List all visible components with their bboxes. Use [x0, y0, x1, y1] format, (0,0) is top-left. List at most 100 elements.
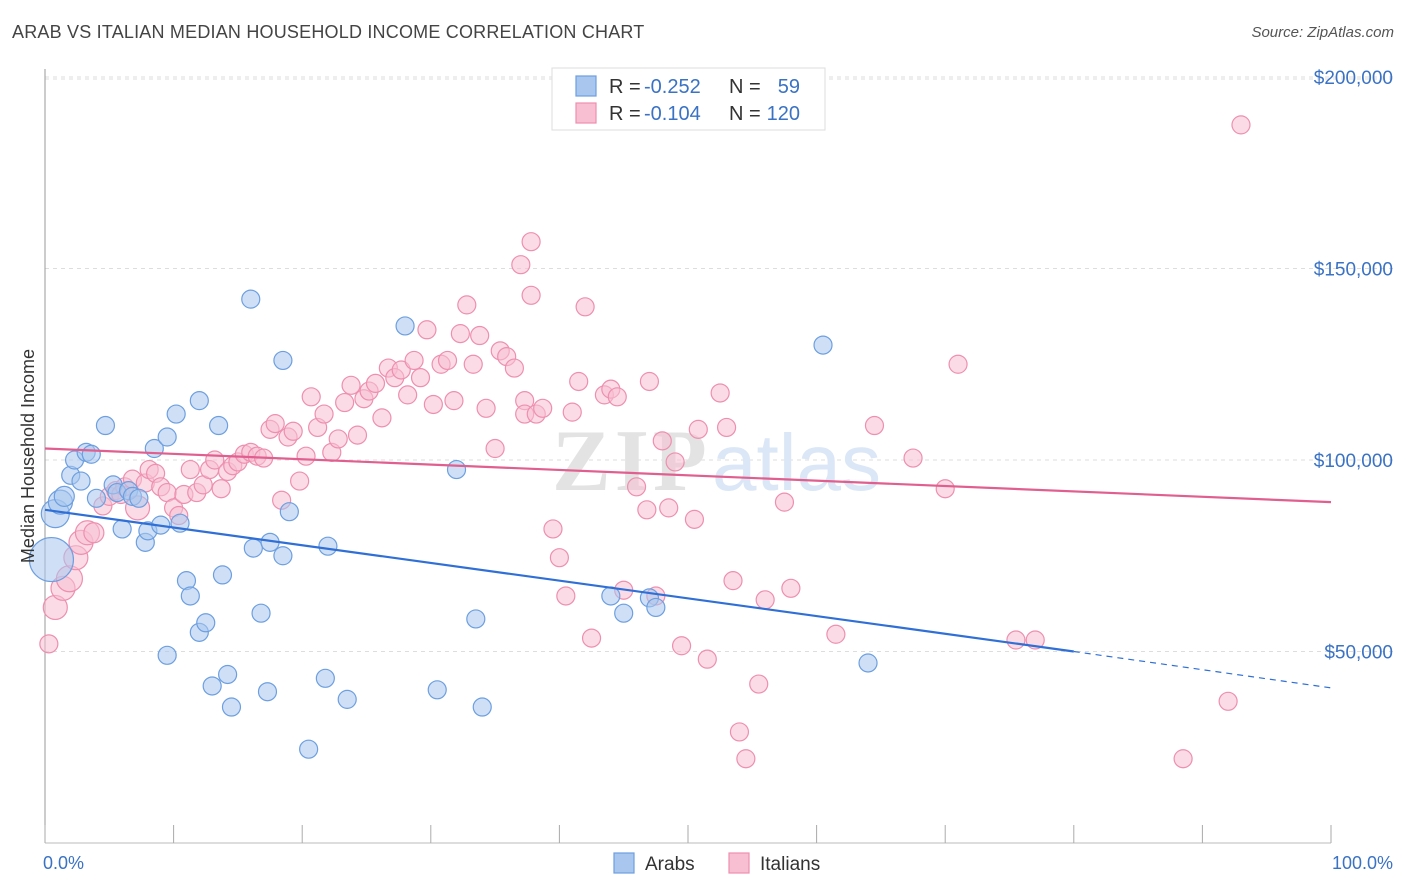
- legend-arabs-n-value: 59: [778, 76, 800, 98]
- y-tick-labels: $50,000 $100,000 $150,000 $200,000: [1314, 68, 1393, 664]
- italian-point: [296, 446, 316, 466]
- arab-point: [157, 427, 177, 447]
- italian-point: [774, 492, 795, 512]
- italian-point: [581, 628, 602, 648]
- italian-point: [265, 414, 285, 434]
- arab-point: [472, 697, 492, 717]
- arab-point: [157, 645, 177, 665]
- legend-italians-swatch: [575, 102, 597, 124]
- arab-point: [95, 415, 116, 436]
- arabs-points: [28, 289, 878, 759]
- y-tick-label: $100,000: [1314, 451, 1393, 472]
- italian-point: [1006, 630, 1026, 650]
- arab-point: [180, 586, 200, 606]
- legend-italians-n-label: N =: [729, 103, 761, 125]
- italian-point: [341, 375, 361, 395]
- italian-point: [935, 479, 955, 499]
- italian-point: [283, 421, 303, 441]
- x-ticks: [44, 825, 1332, 843]
- italian-point: [457, 295, 477, 315]
- x-tick-label-max: 100.0%: [1332, 853, 1393, 873]
- italian-point: [437, 350, 458, 371]
- italian-point: [948, 354, 968, 374]
- x-tick-label-min: 0.0%: [43, 853, 84, 873]
- arab-point: [196, 613, 216, 633]
- arab-point: [466, 609, 486, 629]
- arab-point: [241, 289, 261, 309]
- italian-point: [391, 360, 411, 380]
- italian-point: [404, 350, 424, 371]
- italian-point: [688, 419, 708, 439]
- legend-box: R = -0.252 N = 59 R = -0.104 N = 120: [551, 67, 826, 131]
- source-label: Source: ZipAtlas.com: [1251, 24, 1394, 41]
- arab-point: [251, 603, 271, 623]
- italian-point: [533, 398, 553, 418]
- italian-point: [556, 586, 576, 606]
- legend-italians-r-value: -0.104: [644, 103, 701, 125]
- y-axis-title: Median Household Income: [18, 349, 38, 563]
- italian-point: [543, 519, 563, 539]
- arab-point: [189, 391, 209, 411]
- italian-point: [1231, 115, 1251, 135]
- italian-point: [864, 415, 885, 436]
- italian-point: [781, 578, 801, 598]
- arab-point: [212, 565, 233, 585]
- arab-point: [218, 664, 238, 685]
- italian-point: [485, 438, 505, 459]
- chart-title: ARAB VS ITALIAN MEDIAN HOUSEHOLD INCOME …: [12, 22, 645, 42]
- italian-point: [347, 425, 368, 445]
- italian-point: [710, 383, 730, 403]
- legend-arabs-r-label: R =: [609, 76, 641, 98]
- italian-point: [365, 373, 386, 393]
- arab-point: [614, 603, 634, 623]
- arab-point: [337, 689, 357, 709]
- arab-point: [395, 316, 415, 336]
- italian-point: [607, 387, 627, 407]
- italian-point: [417, 320, 437, 340]
- arab-point: [243, 538, 263, 558]
- legend-arabs-swatch: [575, 75, 597, 97]
- italian-point: [626, 477, 647, 497]
- italian-point: [211, 479, 231, 499]
- italian-point: [335, 392, 355, 413]
- arab-point: [318, 536, 338, 556]
- italian-point: [511, 255, 531, 275]
- italian-point: [569, 371, 589, 392]
- italian-point: [1218, 691, 1238, 711]
- grid-lines: [45, 76, 1394, 652]
- arab-point: [71, 471, 91, 491]
- italian-point: [39, 634, 59, 654]
- italian-point: [521, 232, 541, 252]
- arab-point: [279, 502, 299, 522]
- italian-point: [1173, 749, 1193, 769]
- arab-trend-line: [44, 508, 1074, 653]
- italian-point: [562, 402, 582, 422]
- arab-point: [221, 697, 242, 717]
- italian-point: [749, 674, 769, 694]
- arab-point: [446, 459, 467, 480]
- italian-point: [549, 548, 570, 568]
- italian-point: [372, 408, 392, 428]
- legend-italians-r-label: R =: [609, 103, 641, 125]
- italian-point: [697, 649, 717, 669]
- italian-point: [826, 624, 846, 644]
- arab-point: [427, 680, 447, 700]
- arab-trend-extension: [1073, 650, 1332, 689]
- italian-point: [736, 749, 756, 769]
- italian-point: [423, 394, 443, 415]
- arab-point: [202, 676, 222, 696]
- y-tick-label: $200,000: [1314, 68, 1393, 89]
- italian-point: [903, 448, 923, 468]
- legend-italians-n-value: 120: [767, 103, 800, 125]
- bottom-legend: Arabs Italians: [613, 852, 820, 875]
- arab-point: [28, 536, 75, 583]
- italian-point: [504, 358, 524, 378]
- bottom-legend-arabs-swatch: [613, 852, 635, 874]
- italian-point: [716, 417, 737, 438]
- watermark-atlas: atlas: [712, 418, 881, 507]
- italian-point: [665, 452, 685, 472]
- arab-point: [273, 350, 293, 371]
- italian-point: [476, 398, 496, 418]
- bottom-legend-italians-label: Italians: [760, 854, 820, 875]
